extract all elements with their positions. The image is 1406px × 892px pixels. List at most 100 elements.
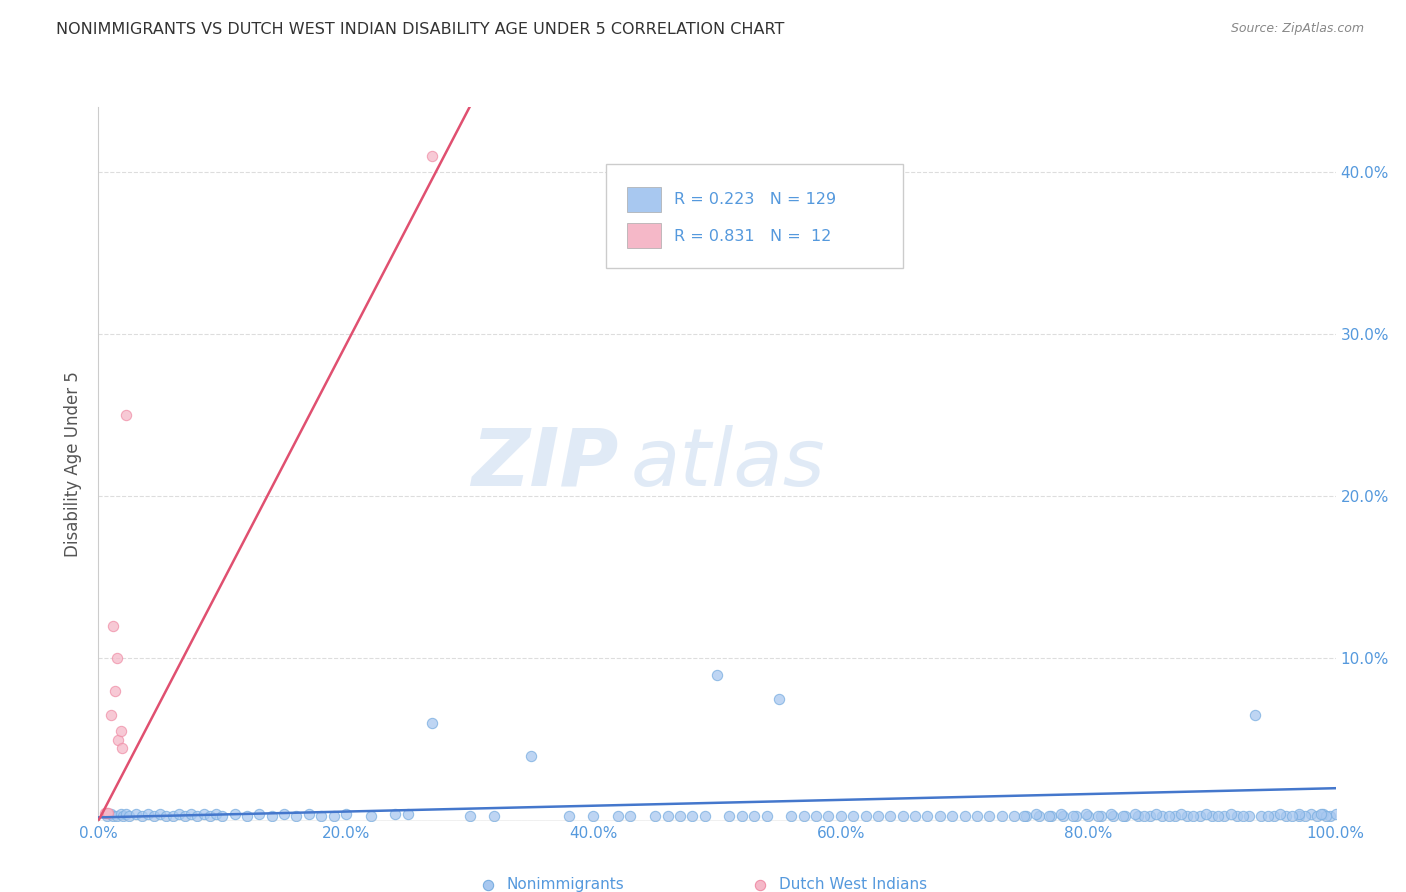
Text: Dutch West Indians: Dutch West Indians xyxy=(779,878,927,892)
Point xyxy=(224,807,246,822)
Point xyxy=(1077,809,1099,823)
Point xyxy=(103,619,125,633)
Point xyxy=(360,809,382,823)
Point xyxy=(1306,809,1329,823)
Point xyxy=(1050,807,1073,822)
Point xyxy=(1182,809,1205,823)
Point xyxy=(1012,809,1035,823)
Point xyxy=(804,809,827,823)
Point xyxy=(768,692,790,706)
Point xyxy=(681,809,703,823)
Point xyxy=(1201,809,1223,823)
Point xyxy=(384,807,406,822)
Point xyxy=(1257,809,1279,823)
Point xyxy=(110,724,132,739)
Point xyxy=(118,809,141,823)
Point xyxy=(1062,809,1084,823)
Text: NONIMMIGRANTS VS DUTCH WEST INDIAN DISABILITY AGE UNDER 5 CORRELATION CHART: NONIMMIGRANTS VS DUTCH WEST INDIAN DISAB… xyxy=(56,22,785,37)
Point xyxy=(520,748,543,763)
Point xyxy=(607,809,630,823)
Point xyxy=(953,809,976,823)
Point xyxy=(112,809,135,823)
Point xyxy=(105,651,128,665)
Point xyxy=(1299,807,1322,822)
Point xyxy=(793,809,815,823)
Point xyxy=(174,809,197,823)
Point xyxy=(891,809,914,823)
Point xyxy=(309,809,332,823)
Point xyxy=(1175,809,1198,823)
Point xyxy=(1087,809,1109,823)
Point xyxy=(1102,809,1125,823)
Point xyxy=(180,807,202,822)
Point xyxy=(205,807,228,822)
Point xyxy=(298,807,321,822)
Point xyxy=(96,805,118,820)
Point xyxy=(162,809,184,823)
Point xyxy=(657,809,679,823)
Point xyxy=(1038,809,1060,823)
Point xyxy=(1312,807,1334,822)
Point xyxy=(1226,809,1249,823)
Point xyxy=(1206,809,1229,823)
FancyBboxPatch shape xyxy=(627,223,661,248)
Point xyxy=(879,809,901,823)
Point xyxy=(904,809,927,823)
Point xyxy=(484,809,506,823)
Point xyxy=(1195,807,1218,822)
Point xyxy=(830,809,852,823)
Point xyxy=(866,809,889,823)
Point xyxy=(742,809,765,823)
Point xyxy=(103,684,125,698)
Point xyxy=(96,809,118,823)
Point xyxy=(1052,809,1074,823)
Point xyxy=(458,809,481,823)
Point xyxy=(928,809,950,823)
Point xyxy=(780,809,803,823)
Point xyxy=(236,809,259,823)
Point xyxy=(260,809,283,823)
Point xyxy=(93,805,115,820)
Point xyxy=(198,809,221,823)
Point xyxy=(247,807,270,822)
Point xyxy=(110,807,132,822)
Point xyxy=(103,809,125,823)
Point xyxy=(105,809,128,823)
Point xyxy=(1324,807,1347,822)
Point xyxy=(1144,807,1167,822)
Point xyxy=(273,807,295,822)
Point xyxy=(817,809,839,823)
Point xyxy=(1133,809,1156,823)
Point xyxy=(1074,807,1097,822)
Point xyxy=(186,809,208,823)
FancyBboxPatch shape xyxy=(606,164,903,268)
Point xyxy=(1040,809,1063,823)
Point xyxy=(1268,807,1291,822)
Point xyxy=(136,807,159,822)
Point xyxy=(669,809,692,823)
Point xyxy=(1232,809,1254,823)
Point xyxy=(718,809,741,823)
Point xyxy=(1319,809,1341,823)
Text: Source: ZipAtlas.com: Source: ZipAtlas.com xyxy=(1230,22,1364,36)
Point xyxy=(1025,807,1047,822)
Point xyxy=(1099,807,1122,822)
Point xyxy=(111,740,134,755)
Point xyxy=(1281,809,1303,823)
Point xyxy=(1064,809,1087,823)
Point xyxy=(1114,809,1136,823)
Point xyxy=(1275,809,1298,823)
Point xyxy=(193,807,215,822)
Point xyxy=(1152,809,1174,823)
Point xyxy=(1315,809,1337,823)
Point xyxy=(1164,809,1187,823)
Point xyxy=(619,809,641,823)
Point xyxy=(1219,807,1241,822)
Point xyxy=(557,809,579,823)
FancyBboxPatch shape xyxy=(627,187,661,212)
Point xyxy=(582,809,605,823)
Point xyxy=(285,809,308,823)
Point xyxy=(706,667,728,681)
Point xyxy=(979,809,1001,823)
Point xyxy=(1263,809,1285,823)
